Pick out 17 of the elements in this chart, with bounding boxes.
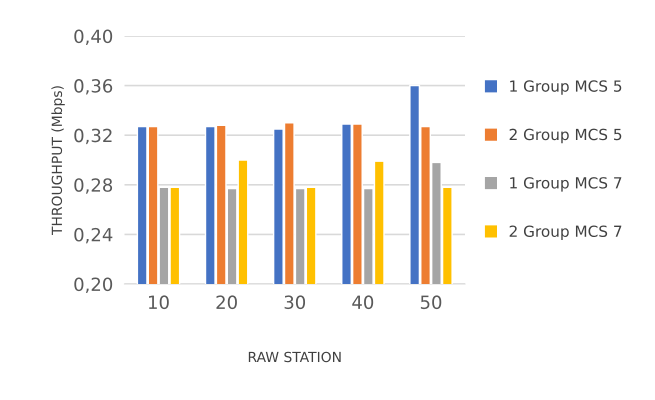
y-tick-label: 0,20: [74, 277, 112, 293]
y-tick-label: 0,40: [74, 29, 112, 45]
y-tick-label: 0,24: [74, 228, 112, 244]
legend-label: 2 Group MCS 7: [510, 225, 622, 240]
x-tick-label: 20: [216, 295, 237, 310]
legend-label: 1 Group MCS 7: [510, 177, 622, 192]
x-tick-label: 40: [352, 295, 374, 310]
x-axis-title: RAW STATION: [248, 352, 341, 362]
x-tick-label: 10: [149, 295, 169, 310]
legend-label: 2 Group MCS 5: [510, 128, 622, 144]
x-tick-label: 50: [420, 295, 442, 310]
legend-label: 1 Group MCS 5: [510, 80, 622, 95]
x-tick-label: 30: [284, 295, 306, 310]
y-tick-label: 0,32: [74, 128, 112, 144]
y-axis-title: THROUGHPUT (Mbps): [51, 86, 65, 236]
y-tick-label: 0,28: [74, 178, 112, 194]
y-tick-label: 0,36: [74, 79, 112, 95]
